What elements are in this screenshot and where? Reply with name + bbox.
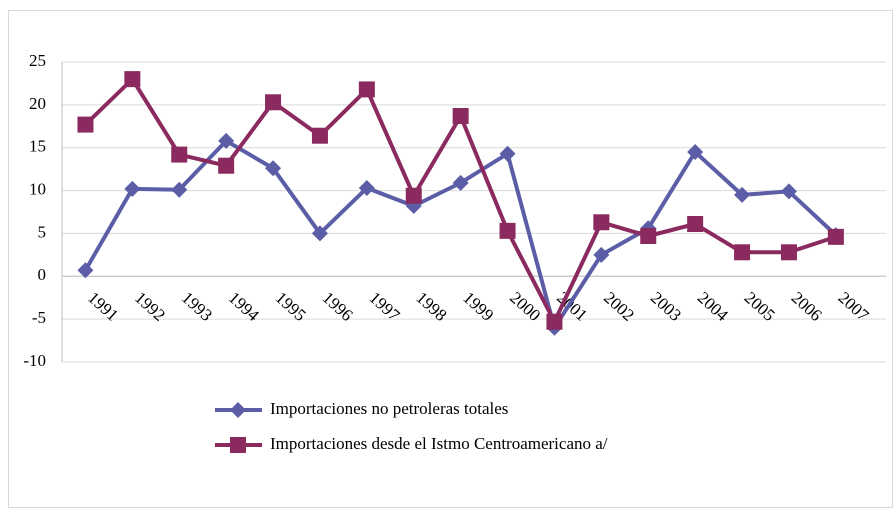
marker [77,116,94,133]
y-tick-label: 0 [38,265,47,284]
marker [593,246,610,263]
marker [358,180,375,196]
marker [265,94,282,111]
marker [640,228,657,244]
marker [77,262,94,279]
marker [780,244,797,261]
marker [171,181,188,198]
marker [218,132,235,149]
marker [171,146,188,163]
marker [734,186,751,203]
marker [230,437,246,453]
marker [311,225,328,242]
legend-label: Importaciones no petroleras totales [270,399,508,418]
marker [734,244,751,261]
marker [827,228,844,245]
marker [593,214,610,231]
marker [358,81,375,98]
marker [499,145,516,162]
marker [265,160,282,177]
y-tick-label: 20 [29,94,46,113]
marker [499,222,516,239]
y-tick-label: 15 [29,137,46,156]
y-tick-label: 10 [29,179,46,198]
marker [124,71,141,88]
y-tick-label: -10 [23,351,46,370]
marker [546,313,563,330]
y-tick-label: -5 [32,308,46,327]
marker [405,187,422,204]
legend-label: Importaciones desde el Istmo Centroameri… [270,434,608,453]
marker [452,174,469,191]
marker [452,108,469,124]
y-tick-label: 5 [38,222,47,241]
marker [124,180,141,197]
marker [687,144,704,160]
marker [230,402,246,418]
marker [311,127,328,144]
marker [218,157,235,174]
y-tick-label: 25 [29,51,46,70]
marker [687,216,704,232]
marker [780,183,797,200]
